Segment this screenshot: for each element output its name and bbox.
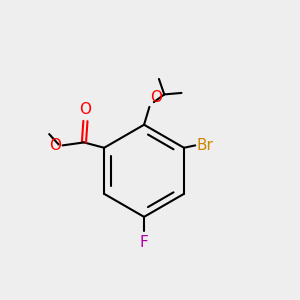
Text: Br: Br — [196, 138, 213, 153]
Text: O: O — [80, 102, 92, 117]
Text: F: F — [140, 235, 148, 250]
Text: O: O — [50, 138, 61, 153]
Text: O: O — [151, 89, 163, 104]
